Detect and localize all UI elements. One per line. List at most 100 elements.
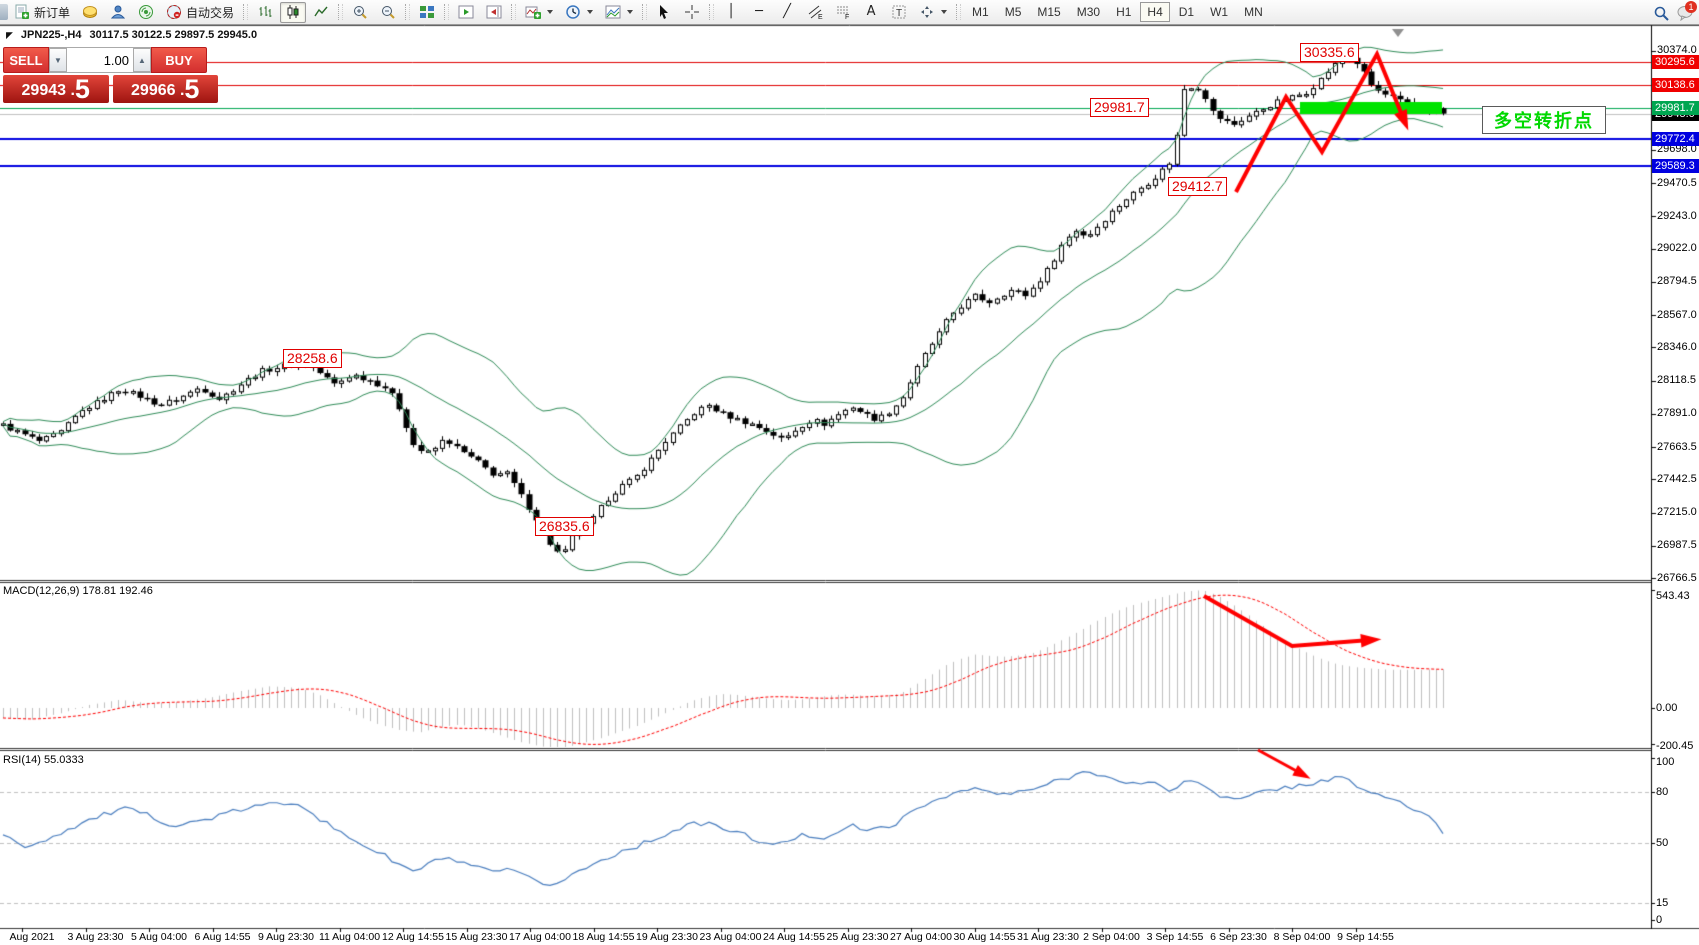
zoom-in-icon	[352, 4, 368, 20]
auto-trading-label: 自动交易	[186, 5, 235, 20]
timeframe-mn[interactable]: MN	[1244, 5, 1263, 19]
timeframe-w1[interactable]: W1	[1210, 5, 1229, 19]
timeframe-m30[interactable]: M30	[1076, 5, 1101, 19]
zoom-out-button[interactable]	[375, 2, 401, 23]
chevron-down-icon	[941, 10, 948, 14]
time-axis-label: 31 Aug 23:30	[1017, 931, 1079, 943]
price-annotation-label[interactable]: 30335.6	[1300, 43, 1359, 62]
note-text: 多空转折点	[1494, 111, 1594, 131]
time-axis-label: 30 Aug 14:55	[953, 931, 1016, 943]
price-axis-tick: 27215.0	[1657, 506, 1697, 519]
price-annotation-label[interactable]: 29412.7	[1168, 177, 1227, 196]
time-axis-label: Aug 2021	[9, 931, 55, 943]
zoom-in-button[interactable]	[347, 2, 373, 23]
price-axis-tick: 29470.5	[1657, 176, 1697, 189]
price-annotation-label[interactable]: 29981.7	[1090, 98, 1149, 117]
toolbar-grip	[338, 4, 344, 20]
horizontal-line-button[interactable]: ─	[746, 2, 772, 23]
templates-icon	[605, 4, 621, 20]
candlestick-icon	[285, 4, 301, 20]
timeframe-bar: M1 M5 M15 M30 H1 H4 D1 W1 MN	[964, 0, 1271, 25]
price-axis-tick: 28794.5	[1657, 275, 1697, 288]
time-axis-label: 5 Aug 04:00	[130, 931, 188, 943]
indicators-button[interactable]	[520, 2, 558, 23]
tile-windows-button[interactable]	[414, 2, 440, 23]
volume-decrease-button[interactable]: ▼	[49, 48, 67, 72]
auto-scroll-button[interactable]	[453, 2, 479, 23]
line-chart-button[interactable]	[308, 2, 334, 23]
time-axis-label: 12 Aug 14:55	[382, 931, 444, 943]
time-axis-label: 11 Aug 04:00	[318, 931, 381, 943]
periods-button[interactable]	[560, 2, 598, 23]
text-label-button[interactable]: T	[886, 2, 912, 23]
sell-button[interactable]: SELL	[3, 47, 49, 73]
fibonacci-button[interactable]: F	[830, 2, 856, 23]
time-axis-label: 18 Aug 14:55	[572, 931, 635, 943]
svg-text:T: T	[896, 8, 902, 19]
profile-button[interactable]	[105, 2, 131, 23]
notifications-icon[interactable]: 1	[1677, 0, 1697, 21]
note-box[interactable]: 多空转折点	[1482, 106, 1606, 134]
candlestick-chart-button[interactable]	[280, 1, 307, 23]
timeframe-d1[interactable]: D1	[1178, 5, 1195, 19]
price-axis-badge: 30295.6	[1652, 55, 1699, 70]
time-axis-label: 8 Sep 04:00	[1273, 931, 1331, 943]
volume-box: ▼ ▲	[49, 47, 151, 73]
time-axis-label: 24 Aug 14:55	[763, 931, 825, 943]
price-axis-badge: 29589.3	[1652, 158, 1699, 173]
one-click-trading-panel: SELL ▼ ▲ BUY 29943 .5 29966 .5	[3, 47, 218, 103]
price-annotation-label[interactable]: 26835.6	[535, 517, 594, 536]
price-axis-tick: 26987.5	[1657, 539, 1697, 552]
chart-shift-icon	[486, 4, 502, 20]
timeframe-m5[interactable]: M5	[1004, 5, 1022, 19]
rsi-scale-label: 15	[1656, 897, 1669, 909]
text-button[interactable]: A	[858, 2, 884, 23]
volume-input[interactable]	[67, 48, 133, 72]
bar-chart-button[interactable]	[252, 2, 278, 23]
timeframe-h1[interactable]: H1	[1116, 5, 1132, 19]
buy-button[interactable]: BUY	[151, 47, 207, 73]
chart-shift-button[interactable]	[481, 2, 507, 23]
price-axis-tick: 27663.5	[1657, 440, 1697, 453]
notification-badge: 1	[1685, 0, 1697, 13]
vertical-line-button[interactable]: │	[718, 2, 744, 23]
price-axis-tick: 26766.5	[1657, 571, 1697, 584]
time-axis-label: 9 Sep 14:55	[1337, 931, 1394, 943]
equidistant-channel-button[interactable]: E	[802, 2, 828, 23]
chart-info-line: ◤ JPN225-,H4 30117.5 30122.5 29897.5 299…	[6, 29, 257, 41]
time-axis-label: 9 Aug 23:30	[257, 931, 315, 943]
gold-icon	[82, 4, 98, 20]
auto-trading-icon	[166, 4, 182, 20]
templates-button[interactable]	[600, 2, 638, 23]
new-order-label: 新订单	[34, 5, 71, 20]
broadcast-button[interactable]	[133, 2, 159, 23]
horizontal-line-icon: ─	[755, 4, 763, 19]
time-axis-label: 25 Aug 23:30	[826, 931, 889, 943]
search-icon[interactable]	[1653, 5, 1669, 21]
rsi-scale-label: 50	[1656, 837, 1669, 849]
arrows-button[interactable]	[914, 2, 952, 23]
time-axis-label: 3 Sep 14:55	[1146, 931, 1204, 943]
sell-price[interactable]: 29943 .5	[3, 75, 109, 103]
timeframe-h4[interactable]: H4	[1140, 2, 1170, 22]
timeframe-m15[interactable]: M15	[1037, 5, 1061, 19]
cursor-button[interactable]	[651, 2, 677, 23]
toolbar-group-standard: 新订单 自动交易	[0, 0, 240, 25]
crosshair-button[interactable]	[679, 2, 705, 23]
symbol-period: JPN225-,H4	[20, 29, 82, 41]
time-axis-label: 6 Aug 14:55	[194, 931, 251, 943]
new-order-button[interactable]: 新订单	[9, 2, 75, 23]
price-annotation-label[interactable]: 28258.6	[283, 349, 342, 368]
line-chart-icon	[313, 4, 329, 20]
channel-icon: E	[807, 4, 823, 21]
auto-trading-button[interactable]: 自动交易	[161, 2, 239, 23]
toolbar-grip	[956, 4, 962, 20]
market-watch-button[interactable]	[77, 2, 103, 23]
chevron-down-icon	[627, 10, 634, 14]
trendline-button[interactable]: ╱	[774, 2, 800, 23]
timeframe-m1[interactable]: M1	[972, 5, 989, 19]
buy-price[interactable]: 29966 .5	[112, 75, 218, 103]
price-axis-tick: 30374.0	[1657, 44, 1697, 57]
volume-increase-button[interactable]: ▲	[133, 48, 151, 72]
